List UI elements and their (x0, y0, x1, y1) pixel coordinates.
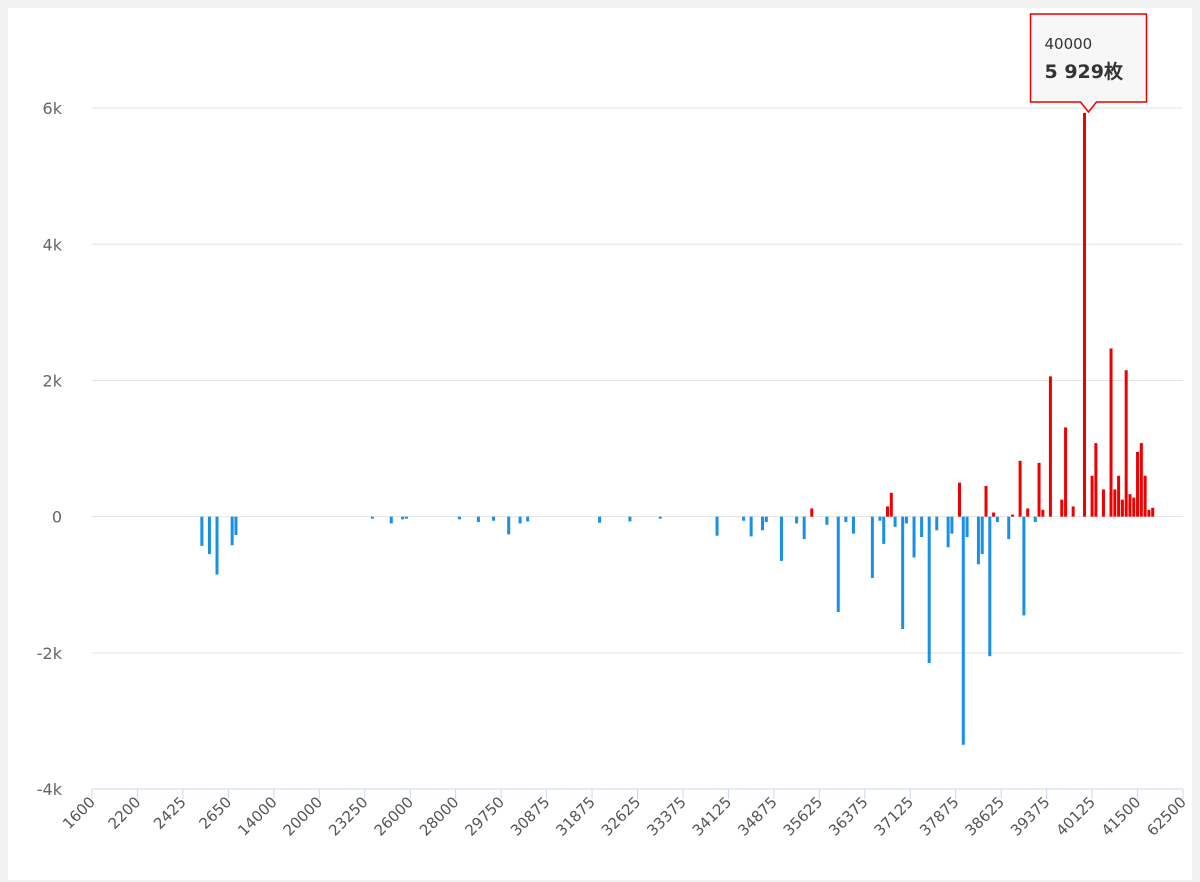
bar (1143, 475, 1147, 517)
bar (1048, 376, 1052, 517)
bar (836, 516, 840, 612)
bar (1026, 508, 1030, 517)
bar (988, 516, 992, 657)
bar (957, 482, 961, 517)
bar (810, 508, 814, 517)
bar (920, 516, 924, 538)
bar (1117, 475, 1121, 517)
bar (1151, 507, 1155, 517)
bar (870, 516, 874, 578)
bar (965, 516, 969, 538)
y-tick-label: -2k (37, 644, 63, 663)
bar (457, 516, 461, 520)
bar (912, 516, 916, 558)
bar (628, 516, 632, 522)
bar (1064, 427, 1068, 517)
bar (1139, 443, 1143, 517)
bar (893, 516, 897, 527)
bar (1037, 462, 1041, 517)
bar (215, 516, 219, 575)
bar (844, 516, 848, 523)
bar (1147, 509, 1151, 517)
y-tick-label: -4k (37, 780, 63, 799)
bar (950, 516, 954, 534)
bar (851, 516, 855, 534)
bar (658, 516, 662, 519)
y-tick-label: 2k (43, 371, 63, 390)
bar (742, 516, 746, 521)
bar (825, 516, 829, 525)
bar (598, 516, 602, 523)
bar (1109, 348, 1113, 517)
tooltip: 40000 5 929枚 (1029, 13, 1148, 114)
tooltip-box (1029, 13, 1148, 114)
bar (904, 516, 908, 524)
bar (389, 516, 393, 524)
y-tick-label: 6k (43, 99, 63, 118)
bar (507, 516, 511, 535)
bar (207, 516, 211, 555)
bar (234, 516, 238, 536)
bar (1018, 460, 1022, 517)
bar (1060, 499, 1064, 517)
bar (802, 516, 806, 540)
bar (404, 516, 408, 519)
bar (976, 516, 980, 565)
bar (992, 512, 996, 517)
bar (1113, 489, 1117, 517)
bar (1007, 516, 1011, 540)
bar (901, 516, 905, 629)
bar (1090, 475, 1094, 517)
bar (476, 516, 480, 523)
bar (200, 516, 204, 546)
bar (1071, 506, 1075, 517)
bar (927, 516, 931, 664)
bar (1011, 514, 1015, 517)
bar (1033, 516, 1037, 523)
bar (1041, 509, 1045, 517)
bar (886, 506, 890, 517)
bar (749, 516, 753, 537)
bar (230, 516, 234, 546)
bar (878, 516, 882, 521)
y-tick-label: 4k (43, 235, 63, 254)
tooltip-category: 40000 (1045, 35, 1093, 53)
bar (518, 516, 522, 524)
bar (779, 516, 783, 561)
bar (980, 516, 984, 555)
bar (961, 516, 965, 745)
bar (935, 516, 939, 531)
bar (889, 492, 893, 517)
bar (715, 516, 719, 536)
bar (492, 516, 496, 521)
plot-background (8, 8, 1192, 880)
bar (1136, 451, 1140, 517)
bar (1022, 516, 1026, 616)
bar (1101, 489, 1105, 517)
bar (795, 516, 799, 524)
bar (401, 516, 405, 520)
bar (882, 516, 886, 544)
bar (761, 516, 765, 531)
bar (526, 516, 530, 522)
bar (1094, 443, 1098, 517)
bar (1120, 499, 1124, 517)
tooltip-value: 5 929枚 (1045, 60, 1124, 83)
bar (764, 516, 768, 523)
bar (984, 485, 988, 517)
bar (370, 516, 374, 519)
bar (1083, 112, 1087, 517)
bar (946, 516, 950, 548)
bar (1132, 497, 1136, 517)
bar (1124, 370, 1128, 517)
bar (995, 516, 999, 523)
bar (1128, 494, 1132, 517)
y-tick-label: 0 (52, 508, 62, 527)
